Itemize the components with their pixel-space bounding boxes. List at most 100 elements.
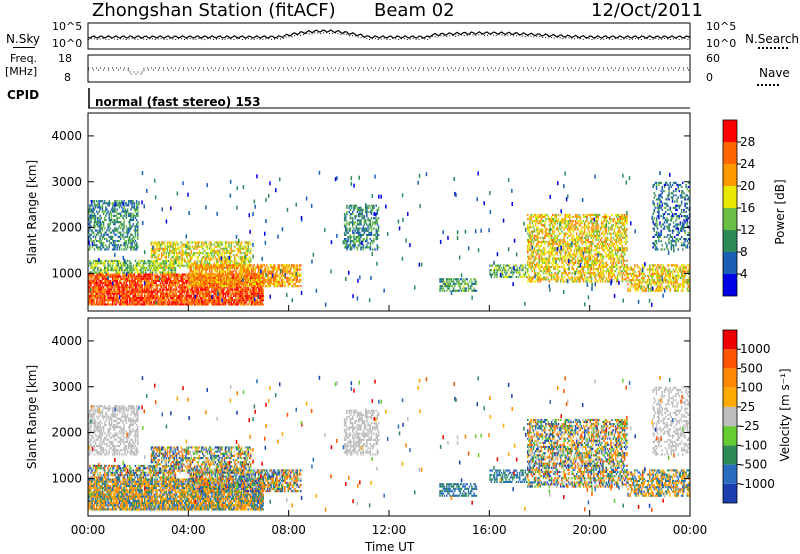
power-cell <box>245 254 247 257</box>
power-cell <box>286 264 288 267</box>
power-cell <box>92 288 95 291</box>
power-cell <box>138 273 140 276</box>
power-cell <box>236 266 238 269</box>
power-cell <box>276 280 278 283</box>
power-cell <box>517 271 520 274</box>
power-cell <box>241 303 244 306</box>
power-cell <box>369 221 372 224</box>
power-cell <box>131 301 133 304</box>
power-cell <box>240 264 243 267</box>
power-cell <box>111 235 114 238</box>
power-cell <box>203 275 205 278</box>
power-cell <box>294 276 296 279</box>
power-cell <box>505 269 507 272</box>
power-cell <box>538 276 540 279</box>
power-cell <box>248 284 251 287</box>
power-cell <box>489 269 491 272</box>
power-cell <box>240 243 243 246</box>
power-cell <box>271 270 274 273</box>
power-cell <box>135 246 138 249</box>
power-cell <box>366 233 368 236</box>
power-cell <box>190 301 193 304</box>
power-cell <box>356 208 359 211</box>
power-cell <box>131 242 133 245</box>
power-cell <box>528 274 530 277</box>
power-cell <box>230 276 232 279</box>
power-cell <box>532 213 535 216</box>
power-cell <box>147 301 149 304</box>
power-cell <box>129 235 131 238</box>
power-cell <box>505 264 507 267</box>
power-cell <box>175 247 178 250</box>
power-cell <box>500 275 503 278</box>
power-cell <box>230 249 232 252</box>
power-cell <box>109 212 112 215</box>
power-cell <box>116 299 118 302</box>
power-cell <box>115 244 117 247</box>
power-cell <box>175 279 178 282</box>
power-cell <box>227 292 229 295</box>
power-cell <box>238 297 240 300</box>
power-cell <box>170 243 172 246</box>
power-cell <box>132 297 134 300</box>
power-cell <box>247 294 250 297</box>
power-cell <box>229 282 231 285</box>
power-cell <box>527 263 529 266</box>
power-cell <box>94 286 97 289</box>
power-cell <box>275 280 277 283</box>
power-cell <box>208 262 211 265</box>
power-cell <box>169 245 171 248</box>
power-cell <box>171 259 173 262</box>
power-cell <box>194 301 196 304</box>
power-cell <box>123 225 125 228</box>
power-cell <box>473 287 475 290</box>
power-cell <box>370 227 373 230</box>
power-cell <box>124 208 126 211</box>
power-cell <box>139 262 141 265</box>
power-cell <box>241 272 244 275</box>
power-cell <box>281 270 284 273</box>
power-cell <box>213 301 215 304</box>
power-cell <box>111 237 114 240</box>
power-cell <box>223 280 226 283</box>
power-cell <box>123 227 125 230</box>
power-cell <box>524 264 527 267</box>
power-cell <box>268 283 270 286</box>
power-cell <box>174 269 177 272</box>
power-cell <box>119 303 122 306</box>
power-cell <box>172 279 174 282</box>
power-cell <box>102 246 105 249</box>
power-cell <box>224 292 227 295</box>
power-cell <box>179 262 181 265</box>
power-cell <box>113 294 115 297</box>
power-cell <box>252 290 254 293</box>
power-cell <box>499 269 502 272</box>
power-cell <box>97 216 99 219</box>
power-cell <box>446 278 448 281</box>
power-cell <box>132 206 134 209</box>
power-cell <box>131 200 133 203</box>
power-cell <box>208 276 211 279</box>
power-cell <box>88 277 90 280</box>
power-cell <box>170 284 172 287</box>
power-cell <box>106 269 108 272</box>
power-cell <box>218 274 220 277</box>
power-cell <box>179 249 181 252</box>
power-cell <box>244 294 246 297</box>
power-cell <box>135 248 138 251</box>
power-cell <box>150 243 153 246</box>
power-cell <box>141 264 144 267</box>
power-cell <box>123 292 125 295</box>
power-cell <box>159 294 162 297</box>
power-cell <box>131 244 133 247</box>
power-cell <box>204 299 206 302</box>
power-cell <box>106 279 108 282</box>
power-cell <box>252 303 254 306</box>
power-cell <box>206 247 209 250</box>
power-cell <box>522 264 524 267</box>
power-cell <box>195 272 197 275</box>
power-cell <box>192 292 195 295</box>
power-cell <box>140 288 142 291</box>
power-cell <box>137 290 139 293</box>
power-cell <box>190 276 193 279</box>
